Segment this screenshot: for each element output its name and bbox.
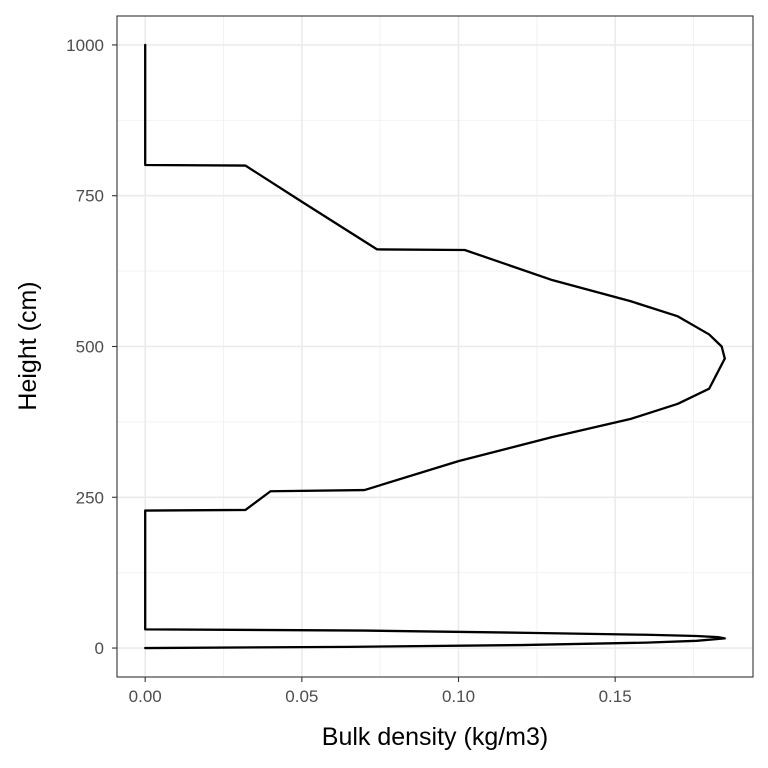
y-tick-label: 250 bbox=[76, 488, 104, 507]
x-tick-label: 0.05 bbox=[285, 687, 318, 706]
series-line bbox=[144, 43, 726, 650]
x-axis: 0.00 0.05 0.10 0.15 bbox=[129, 677, 632, 706]
x-axis-title: Bulk density (kg/m3) bbox=[322, 723, 548, 751]
y-tick-label: 1000 bbox=[66, 36, 104, 55]
y-tick-label: 0 bbox=[95, 639, 104, 658]
y-tick-label: 500 bbox=[76, 338, 104, 357]
x-tick-label: 0.00 bbox=[129, 687, 162, 706]
y-axis-title: Height (cm) bbox=[14, 281, 42, 410]
x-tick-label: 0.10 bbox=[442, 687, 475, 706]
x-tick-label: 0.15 bbox=[599, 687, 632, 706]
y-tick-label: 750 bbox=[76, 187, 104, 206]
data-layer bbox=[144, 43, 726, 650]
y-axis: 0 250 500 750 1000 bbox=[66, 36, 117, 658]
